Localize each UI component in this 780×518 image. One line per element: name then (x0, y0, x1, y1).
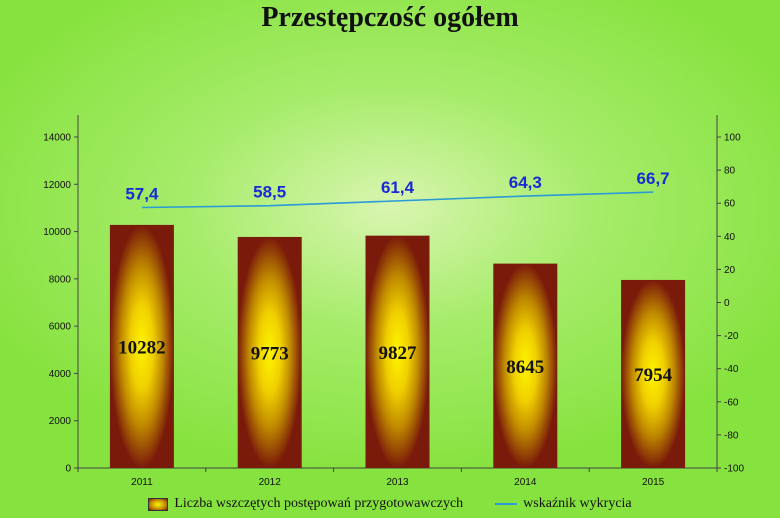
bar (109, 224, 174, 468)
line-series-wskaznik (141, 191, 654, 209)
y-right-tick-label: 80 (724, 166, 736, 177)
bar (237, 236, 302, 468)
y-right-tick-label: -100 (724, 464, 744, 475)
legend-swatch-line (495, 503, 518, 505)
x-tick-label: 2014 (514, 477, 537, 488)
y-right-tick-label: 20 (724, 265, 736, 276)
legend: Liczba wszczętych postępowań przygotowaw… (0, 494, 780, 514)
y-left-tick-label: 14000 (43, 133, 71, 144)
x-tick-label: 2011 (131, 477, 153, 488)
legend-label-line: wskaźnik wykrycia (523, 496, 632, 511)
y-right-tick-label: 40 (724, 232, 736, 243)
bar-data-label: 9827 (379, 343, 418, 364)
y-right-tick-label: 100 (724, 133, 741, 144)
bar (621, 279, 686, 468)
y-right-tick-label: 60 (724, 199, 736, 210)
bar-data-label: 8645 (506, 357, 544, 378)
legend-label-bars: Liczba wszczętych postępowań przygotowaw… (174, 496, 464, 511)
legend-swatch-bars (148, 497, 169, 511)
chart-title: Przestępczość ogółem (261, 2, 519, 33)
y-right-tick-label: -60 (724, 397, 739, 408)
line-data-label: 57,4 (125, 185, 159, 204)
bar-data-label: 9773 (251, 343, 289, 364)
legend-item-line: wskaźnik wykrycia (495, 496, 632, 512)
y-left-tick-label: 0 (65, 464, 71, 475)
y-left-tick-label: 6000 (49, 322, 72, 333)
line-data-label: 66,7 (637, 169, 670, 188)
y-left-tick-label: 8000 (49, 274, 72, 285)
y-left-tick-label: 12000 (43, 180, 71, 191)
x-tick-label: 2012 (259, 477, 282, 488)
line-data-label: 61,4 (381, 178, 415, 197)
bar-data-label: 7954 (634, 365, 673, 386)
legend-item-bars: Liczba wszczętych postępowań przygotowaw… (148, 496, 463, 512)
y-left-tick-label: 2000 (49, 416, 72, 427)
y-right-tick-label: 0 (724, 298, 730, 309)
y-right-tick-label: -20 (724, 331, 739, 342)
bar-data-label: 10282 (118, 337, 166, 358)
bar (365, 235, 430, 468)
y-left-tick-label: 4000 (49, 369, 72, 380)
y-right-tick-label: -80 (724, 430, 739, 441)
x-tick-label: 2013 (386, 477, 409, 488)
bar (493, 263, 558, 468)
line-data-label: 58,5 (253, 183, 286, 202)
line-data-label: 64,3 (509, 173, 542, 192)
y-right-tick-label: -40 (724, 364, 739, 375)
y-left-tick-label: 10000 (43, 227, 71, 238)
x-tick-label: 2015 (642, 477, 665, 488)
